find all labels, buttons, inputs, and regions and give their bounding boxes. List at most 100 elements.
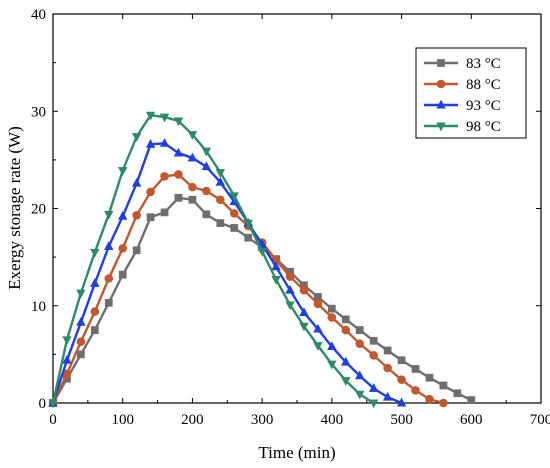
data-point (131, 177, 142, 187)
x-tick-label: 200 (181, 412, 204, 428)
x-tick-label: 400 (321, 412, 344, 428)
legend-item: 83 °C (424, 56, 501, 72)
data-point (355, 390, 365, 400)
data-point (173, 117, 184, 127)
data-point (369, 351, 378, 360)
data-point (159, 138, 170, 147)
data-point (341, 315, 350, 324)
data-point (215, 169, 226, 178)
data-point (118, 211, 128, 220)
data-point (425, 394, 434, 404)
data-point (341, 325, 351, 335)
data-point (76, 317, 86, 326)
data-point (159, 113, 170, 123)
data-point (271, 261, 281, 271)
data-point (396, 397, 407, 407)
legend-marker (436, 122, 446, 132)
legend-label: 88 °C (466, 77, 501, 93)
data-point (229, 192, 239, 202)
x-tick-label: 100 (111, 412, 134, 428)
data-point (188, 182, 197, 192)
data-point (341, 356, 351, 366)
data-point (411, 386, 420, 395)
data-point (397, 375, 406, 384)
data-point (202, 210, 211, 219)
series-line (51, 142, 403, 405)
data-point (299, 307, 309, 317)
y-tick-label: 10 (31, 299, 46, 315)
data-point (313, 323, 323, 333)
legend-label: 83 °C (466, 56, 501, 72)
x-tick-label: 0 (49, 412, 57, 428)
data-point (62, 336, 72, 346)
data-point (313, 299, 323, 309)
data-point (132, 246, 141, 255)
series-line (51, 113, 375, 405)
data-point (299, 285, 309, 295)
series-1 (48, 170, 448, 408)
data-point (48, 399, 58, 409)
x-tick-label: 500 (390, 412, 413, 428)
data-point (215, 176, 226, 186)
data-point (244, 233, 253, 242)
data-point (132, 211, 141, 220)
data-point (118, 167, 128, 176)
data-point (439, 398, 448, 408)
data-point (77, 350, 85, 359)
data-point (411, 365, 420, 373)
legend-label: 98 °C (466, 119, 501, 135)
data-point (285, 272, 295, 281)
data-point (90, 307, 100, 316)
y-axis-label: Exergy storage rate (W) (5, 126, 24, 289)
data-point (230, 224, 239, 232)
x-tick-label: 600 (460, 412, 483, 428)
y-tick-label: 0 (39, 396, 47, 412)
data-point (160, 208, 169, 217)
data-point (202, 186, 211, 196)
data-point (341, 377, 351, 386)
legend-label: 93 °C (466, 98, 501, 114)
data-point (299, 322, 309, 332)
data-point (174, 170, 183, 179)
data-point (201, 147, 212, 157)
data-point (327, 341, 337, 351)
data-point (467, 396, 476, 404)
data-point (383, 363, 392, 373)
data-point (146, 187, 155, 197)
y-tick-label: 40 (31, 7, 46, 23)
data-point (187, 131, 198, 140)
data-point (216, 195, 225, 205)
data-point (76, 337, 86, 347)
data-point (90, 326, 99, 334)
data-point (188, 195, 197, 204)
legend-item: 98 °C (424, 119, 501, 135)
data-point (104, 241, 114, 250)
series-3 (48, 111, 379, 409)
data-point (174, 193, 183, 202)
data-point (104, 298, 113, 307)
series-0 (49, 193, 476, 407)
data-point (62, 354, 72, 364)
data-point (314, 293, 322, 301)
data-point (257, 247, 267, 257)
data-point (160, 172, 169, 181)
data-point (271, 276, 281, 285)
x-tick-label: 700 (530, 412, 550, 428)
data-point (355, 370, 365, 380)
data-point (425, 373, 434, 382)
data-point (76, 289, 86, 299)
data-point (145, 111, 156, 121)
legend-marker (437, 59, 445, 67)
data-point (383, 346, 392, 355)
data-point (201, 161, 212, 171)
legend-marker (436, 79, 446, 89)
data-point (146, 213, 155, 222)
data-point (187, 152, 198, 162)
data-point (368, 383, 379, 392)
x-axis-ticks: 0 100 200 300 400 500 600 700 (49, 14, 550, 428)
legend-marker (436, 99, 446, 109)
data-point (229, 209, 239, 218)
y-tick-label: 30 (31, 104, 46, 120)
data-point (118, 270, 127, 279)
